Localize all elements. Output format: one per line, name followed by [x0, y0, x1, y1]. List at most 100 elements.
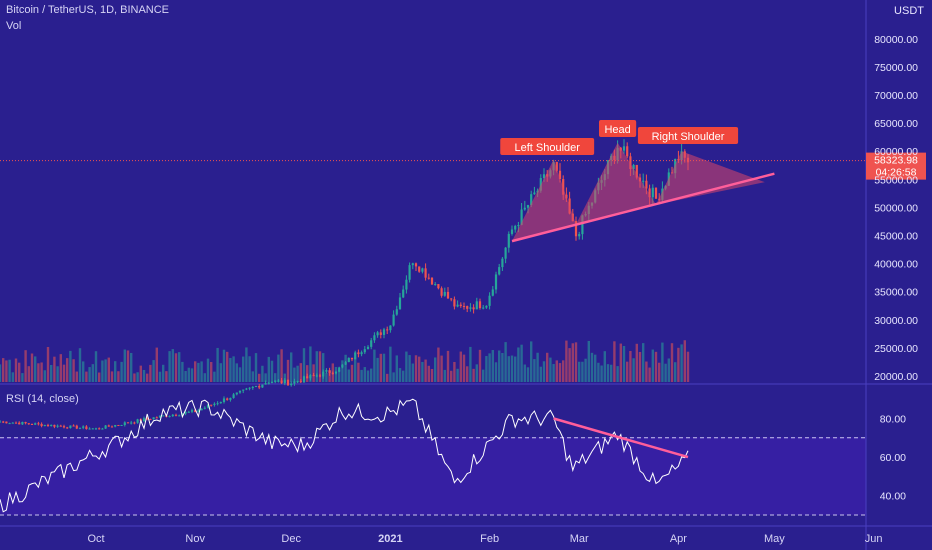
- volume-bar: [677, 347, 680, 382]
- head-label-text: Head: [604, 124, 630, 136]
- candle-body: [168, 416, 171, 418]
- volume-bar: [293, 367, 296, 382]
- candle-body: [37, 423, 40, 425]
- volume-bar: [443, 369, 446, 382]
- volume-bar: [226, 351, 229, 382]
- candle-body: [469, 307, 472, 309]
- volume-bar: [453, 361, 456, 382]
- candle-body: [14, 422, 18, 424]
- volume-bar: [520, 344, 523, 382]
- volume-bar: [171, 349, 174, 382]
- candle-body: [142, 418, 146, 422]
- head-label: Head: [599, 120, 637, 137]
- left-shoulder-shape: [512, 159, 576, 242]
- volume-bar: [46, 346, 50, 382]
- volume-bar: [370, 368, 373, 382]
- volume-bar: [277, 354, 280, 382]
- candle-body: [462, 305, 466, 307]
- right-shoulder-label-bg: [637, 127, 739, 144]
- right-shoulder-label: Right Shoulder: [637, 127, 739, 144]
- volume-bar: [482, 369, 485, 382]
- volume-bar: [302, 348, 306, 382]
- rsi-tick: 40.00: [880, 491, 906, 503]
- candle-body: [267, 382, 270, 384]
- volume-bar: [232, 356, 235, 382]
- volume-bar: [82, 361, 85, 382]
- volume-bar: [325, 372, 328, 382]
- volume-bar: [213, 371, 216, 382]
- volume-bar: [328, 370, 331, 382]
- volume-bar: [242, 356, 245, 382]
- price-tick: 45000.00: [874, 231, 918, 243]
- volume-bar: [552, 364, 555, 382]
- volume-bar: [62, 364, 66, 382]
- candle-body: [133, 422, 136, 424]
- candle-body: [539, 178, 542, 191]
- candle-body: [149, 419, 152, 421]
- volume-bar: [238, 367, 242, 382]
- candle-body: [210, 404, 213, 406]
- volume-bar: [21, 373, 24, 382]
- candle-body: [206, 404, 210, 408]
- volume-bar: [174, 353, 178, 382]
- candle-body: [184, 412, 187, 414]
- volume-bar: [306, 365, 309, 382]
- volume-bar: [91, 364, 94, 382]
- candle-body: [94, 428, 98, 430]
- volume-bar: [494, 362, 498, 382]
- candle-body: [440, 288, 443, 296]
- candle-body: [11, 422, 14, 424]
- volume-bar: [613, 341, 616, 382]
- candle-body: [264, 383, 267, 385]
- time-tick: Feb: [480, 533, 499, 545]
- candle-body: [530, 194, 533, 206]
- volume-bar: [59, 354, 62, 382]
- candle-body: [251, 386, 254, 388]
- candle-body: [485, 305, 488, 308]
- candle-body: [357, 352, 360, 355]
- volume-bar: [110, 371, 114, 382]
- volume-bar: [88, 367, 91, 382]
- volume-bar: [40, 362, 43, 382]
- candle-body: [2, 421, 5, 423]
- volume-bar: [37, 363, 40, 382]
- candle-body: [472, 307, 475, 310]
- candle-body: [8, 423, 11, 425]
- volume-bar: [603, 351, 606, 382]
- candle-body: [200, 408, 203, 411]
- rsi-line: [0, 398, 689, 513]
- candle-body: [78, 427, 82, 429]
- volume-bar: [418, 356, 421, 382]
- currency-unit[interactable]: USDT: [894, 5, 924, 17]
- volume-bar: [338, 369, 341, 382]
- volume-bar: [488, 353, 491, 382]
- volume-bar: [261, 365, 264, 382]
- volume-bar: [571, 343, 574, 382]
- candle-body: [325, 370, 328, 372]
- candle-body: [533, 192, 536, 195]
- volume-bar: [270, 360, 274, 382]
- price-tick: 60000.00: [874, 146, 918, 158]
- candle-body: [523, 207, 526, 210]
- volume-bar: [200, 361, 203, 382]
- volume-bar: [661, 342, 664, 382]
- volume-bar: [466, 366, 469, 382]
- volume-bar: [158, 371, 162, 382]
- volume-bar: [629, 350, 632, 382]
- candle-body: [389, 325, 392, 331]
- volume-bar: [392, 372, 395, 382]
- time-tick: Mar: [570, 533, 589, 545]
- volume-bar: [584, 358, 587, 382]
- candle-body: [488, 295, 491, 306]
- volume-bar: [264, 373, 267, 382]
- candle-body: [222, 398, 226, 403]
- volume-bar: [504, 342, 507, 382]
- right-shoulder-shape: [656, 151, 765, 205]
- volume-bar: [53, 356, 56, 382]
- volume-bar: [203, 373, 206, 382]
- candle-body: [642, 180, 645, 182]
- candle-body: [56, 425, 59, 427]
- candle-body: [226, 398, 229, 400]
